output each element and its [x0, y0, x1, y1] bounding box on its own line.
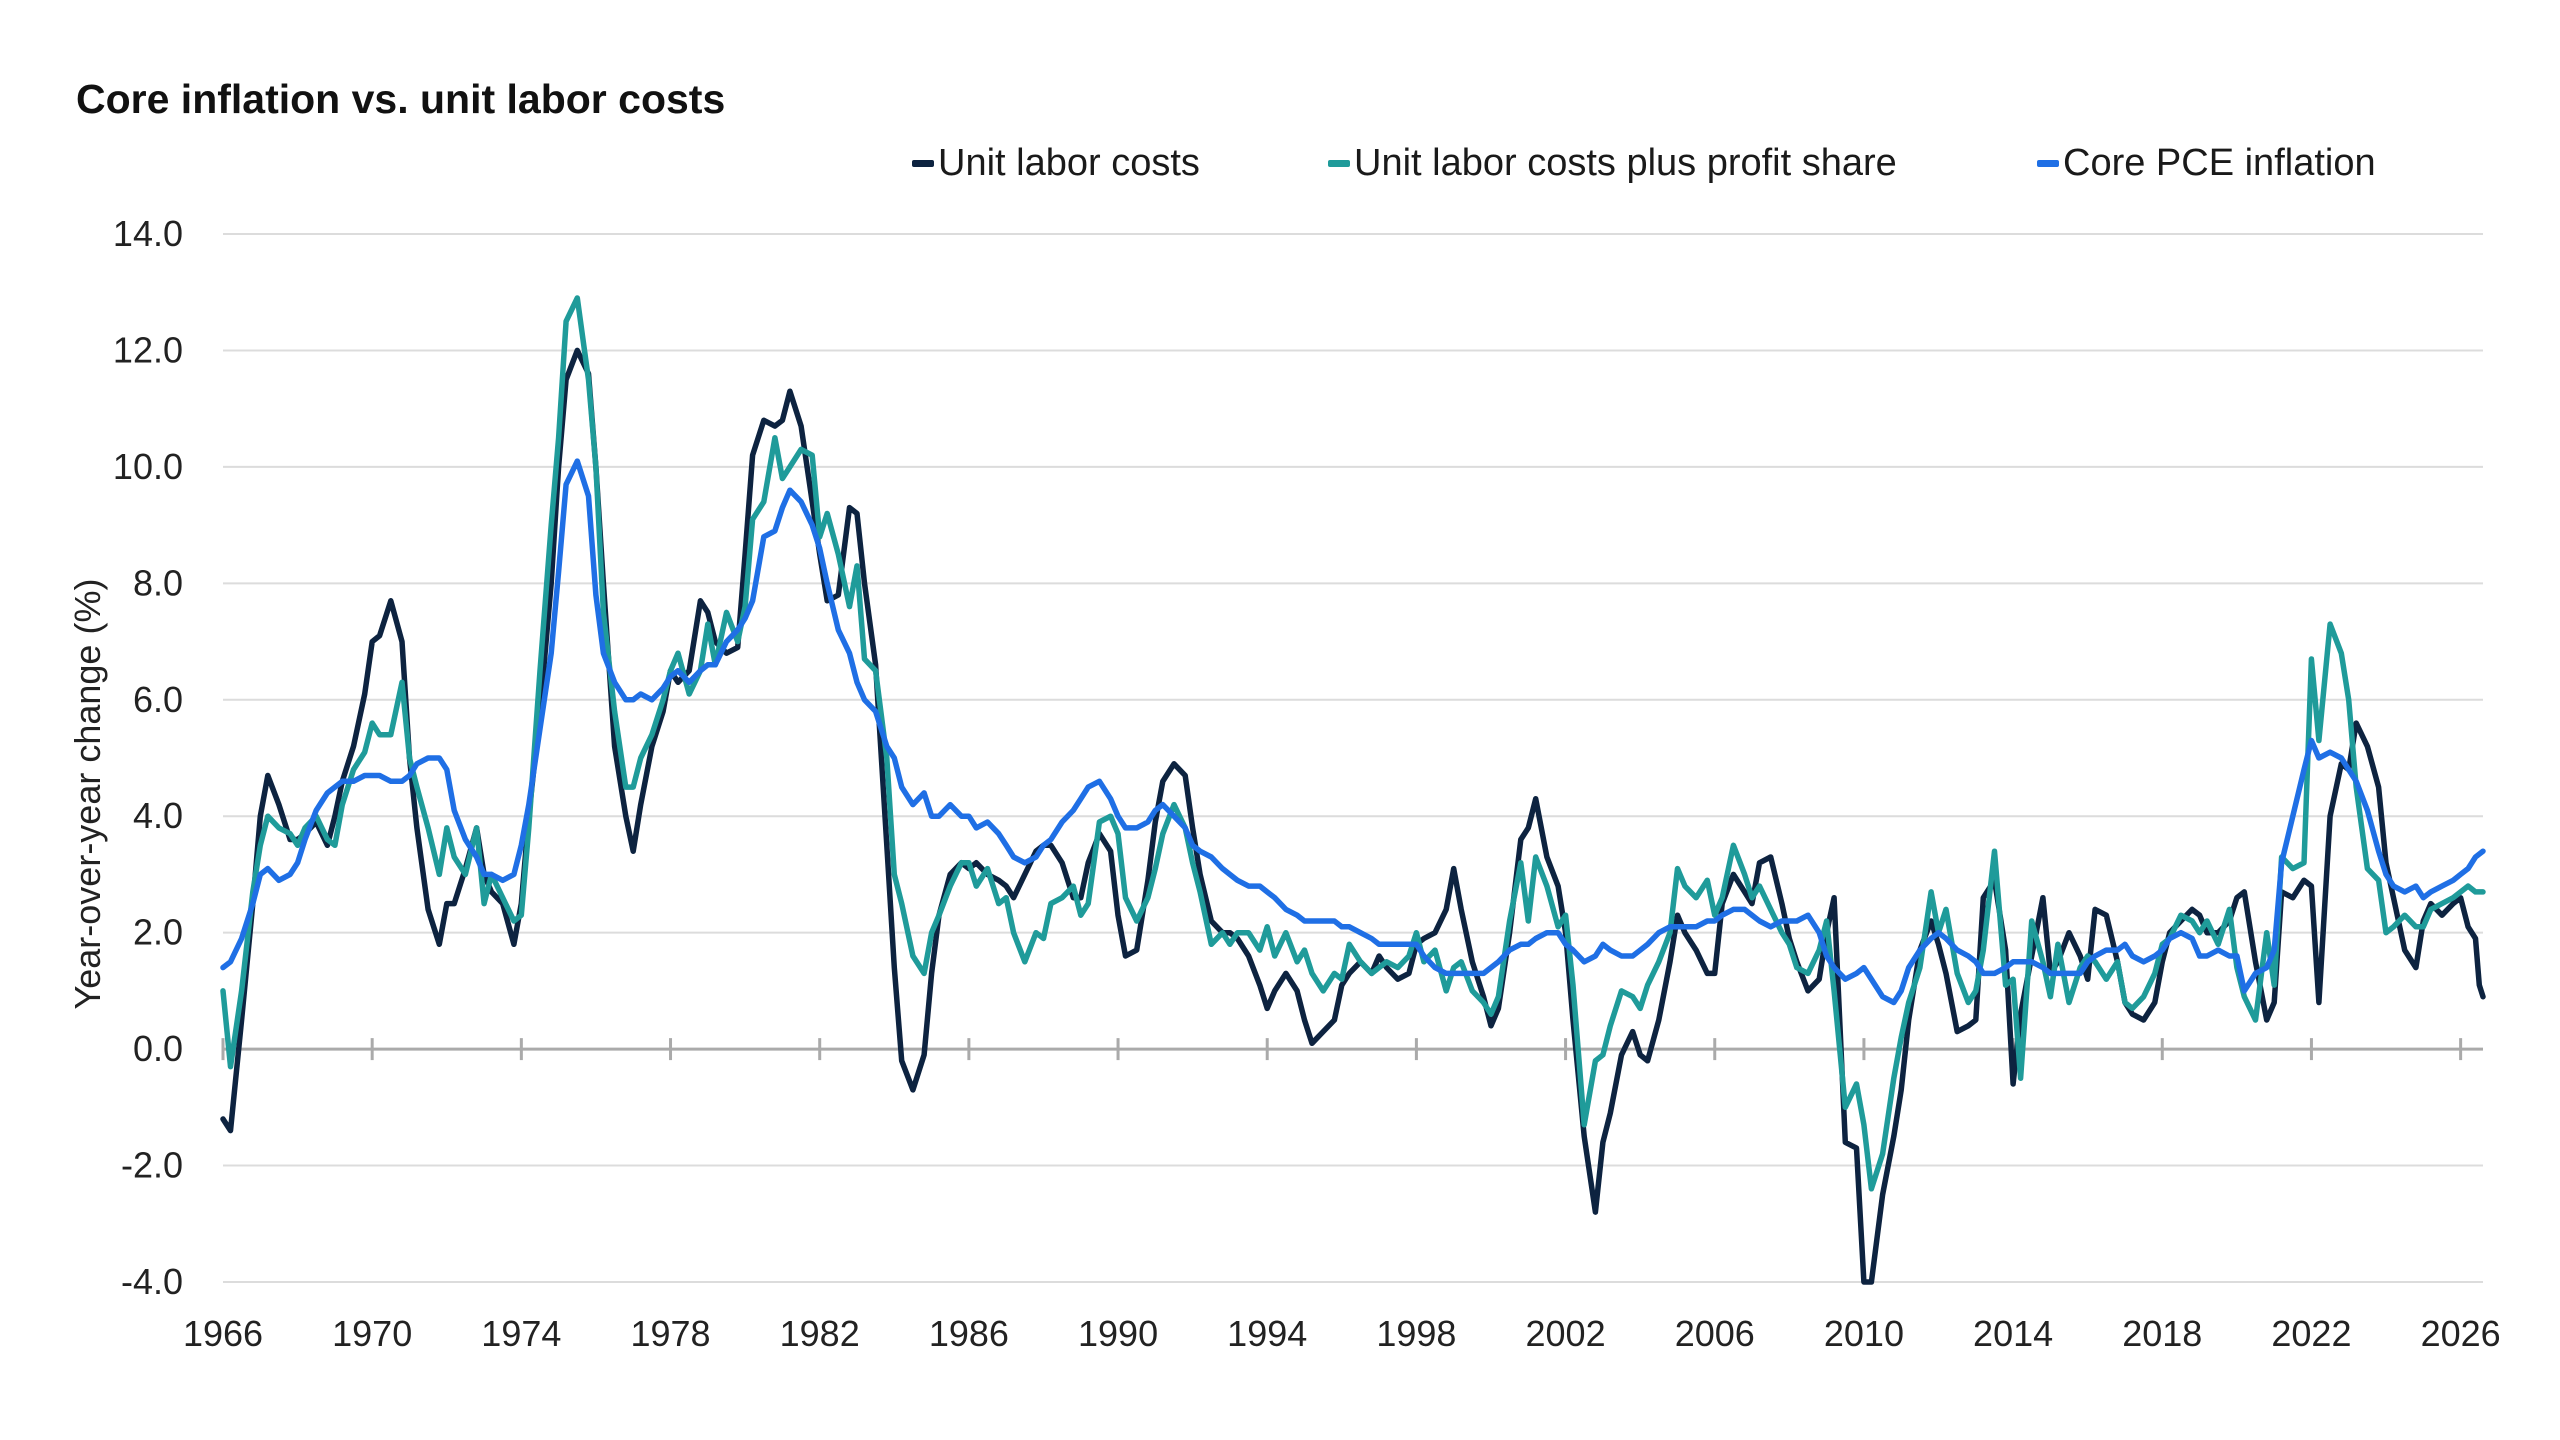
legend-swatch-unit-labor-costs-plus-profit-share [1328, 160, 1350, 167]
x-tick-label: 2002 [1526, 1313, 1606, 1354]
y-tick-label: 10.0 [113, 446, 183, 487]
x-tick-label: 2022 [2271, 1313, 2351, 1354]
legend-label-unit-labor-costs: Unit labor costs [938, 142, 1200, 184]
y-tick-label: -2.0 [121, 1145, 183, 1186]
grid-lines [223, 233, 2483, 1283]
x-tick-label: 2014 [1973, 1313, 2053, 1354]
x-tick-label: 1990 [1078, 1313, 1158, 1354]
y-tick-label: 0.0 [133, 1028, 183, 1069]
x-tick-label: 1974 [481, 1313, 561, 1354]
y-axis-ticks: 14.0 12.0 10.0 8.0 6.0 4.0 2.0 0.0 -2.0 -4.0 [113, 213, 183, 1302]
chart-legend: Unit labor costs Unit labor costs plus p… [0, 142, 2560, 192]
x-tick-label: 2018 [2122, 1313, 2202, 1354]
series-lines [220, 295, 2486, 1285]
legend-item-unit-labor-costs-plus-profit-share: Unit labor costs plus profit share [1328, 142, 1897, 185]
y-tick-label: 4.0 [133, 795, 183, 836]
x-tick-label: 1966 [183, 1313, 263, 1354]
y-tick-label: 8.0 [133, 562, 183, 603]
x-axis-ticks: 1966 1970 1974 1978 1982 1986 1990 1994 1998 2002… [183, 1313, 2501, 1354]
x-tick-label: 1998 [1376, 1313, 1456, 1354]
zero-axis [221, 1038, 2483, 1061]
y-tick-label: 6.0 [133, 679, 183, 720]
legend-label-unit-labor-costs-plus-profit-share: Unit labor costs plus profit share [1354, 142, 1897, 184]
legend-label-core-pce-inflation: Core PCE inflation [2063, 142, 2376, 184]
chart-title: Core inflation vs. unit labor costs [76, 76, 726, 122]
legend-item-unit-labor-costs: Unit labor costs [912, 142, 1200, 185]
legend-swatch-core-pce-inflation [2037, 160, 2059, 167]
y-axis-label: Year-over-year change (%) [67, 579, 108, 1010]
legend-swatch-unit-labor-costs [912, 160, 934, 167]
y-tick-label: 12.0 [113, 329, 183, 370]
x-tick-label: 1994 [1227, 1313, 1307, 1354]
x-tick-label: 2006 [1675, 1313, 1755, 1354]
x-tick-label: 1986 [929, 1313, 1009, 1354]
y-tick-label: 2.0 [133, 912, 183, 953]
x-tick-label: 1978 [630, 1313, 710, 1354]
series-line-unit-labor-costs-plus-profit-share [220, 295, 2486, 1192]
x-tick-label: 2026 [2421, 1313, 2501, 1354]
x-tick-label: 1982 [780, 1313, 860, 1354]
x-tick-label: 1970 [332, 1313, 412, 1354]
y-tick-label: -4.0 [121, 1261, 183, 1302]
legend-item-core-pce-inflation: Core PCE inflation [2037, 142, 2376, 185]
x-tick-label: 2010 [1824, 1313, 1904, 1354]
series-line-core-pce-inflation [220, 458, 2486, 1006]
y-tick-label: 14.0 [113, 213, 183, 254]
